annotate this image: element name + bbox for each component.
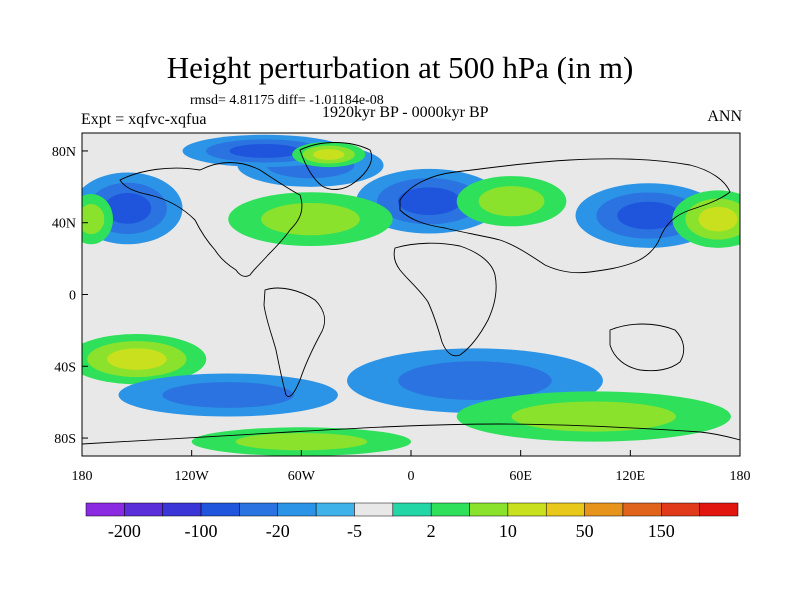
colorbar-swatch bbox=[545, 502, 585, 517]
anomaly-contour bbox=[478, 186, 545, 217]
colorbar-label: 2 bbox=[427, 521, 436, 541]
anomaly-contour bbox=[229, 144, 301, 158]
lat-tick-label: 80S bbox=[54, 432, 76, 447]
colorbar-swatch bbox=[584, 502, 624, 517]
anomaly-contour bbox=[313, 149, 345, 160]
coastline-north-america bbox=[119, 162, 303, 277]
colorbar-swatch bbox=[354, 502, 394, 517]
season-label: ANN bbox=[707, 108, 742, 125]
colorbar-swatch bbox=[699, 502, 739, 517]
plot-title: Height perturbation at 500 hPa (in m) bbox=[166, 50, 634, 85]
lon-tick-label: 60W bbox=[288, 469, 316, 484]
anomaly-contour bbox=[617, 201, 680, 230]
colorbar: -200 -100 -20 -5 2 10 50 150 bbox=[85, 502, 739, 541]
anomaly-contour bbox=[398, 361, 552, 401]
coastline-south-america bbox=[263, 287, 326, 397]
colorbar-label: -20 bbox=[266, 521, 290, 541]
lat-tick-label: 0 bbox=[69, 289, 76, 304]
anomaly-contour bbox=[104, 192, 152, 224]
lat-tick-label: 40S bbox=[54, 360, 76, 375]
anomaly-contour bbox=[698, 206, 738, 232]
lat-tick-label: 80N bbox=[52, 145, 76, 160]
stats-label: rmsd= 4.81175 diff= -1.01184e-08 bbox=[190, 93, 384, 108]
experiment-label: Expt = xqfvc-xqfua bbox=[81, 111, 207, 128]
colorbar-swatch bbox=[239, 502, 279, 517]
anomaly-contour bbox=[511, 401, 677, 432]
lon-tick-label: 120W bbox=[175, 469, 210, 484]
lon-tick-label: 180 bbox=[730, 469, 751, 484]
colorbar-label: 50 bbox=[576, 521, 594, 541]
anomaly-contour bbox=[261, 202, 360, 236]
lon-tick-label: 0 bbox=[408, 469, 415, 484]
colorbar-swatch bbox=[200, 502, 240, 517]
colorbar-label: 150 bbox=[648, 521, 675, 541]
coastline-antarctica bbox=[82, 423, 740, 445]
coastline-eurasia bbox=[399, 158, 731, 274]
lon-tick-label: 180 bbox=[72, 469, 93, 484]
colorbar-swatch bbox=[85, 502, 125, 517]
coastline-greenland bbox=[299, 142, 373, 190]
colorbar-label: -5 bbox=[347, 521, 362, 541]
colorbar-swatch bbox=[430, 502, 470, 517]
colorbar-label: -100 bbox=[185, 521, 218, 541]
colorbar-label: 10 bbox=[499, 521, 517, 541]
anomaly-field bbox=[82, 134, 740, 456]
colorbar-swatch bbox=[277, 502, 317, 517]
anomaly-contour bbox=[107, 348, 167, 370]
colorbar-swatch bbox=[469, 502, 509, 517]
anomaly-contour bbox=[235, 433, 368, 451]
colorbar-swatch bbox=[315, 502, 355, 517]
anomaly-contour bbox=[397, 187, 461, 216]
anomaly-contour bbox=[162, 382, 295, 408]
lon-tick-label: 120E bbox=[616, 469, 646, 484]
period-label: 1920kyr BP - 0000kyr BP bbox=[322, 104, 489, 121]
coastline-australia bbox=[609, 323, 685, 372]
colorbar-label: -200 bbox=[108, 521, 141, 541]
coastlines bbox=[82, 142, 740, 445]
colorbar-swatch bbox=[507, 502, 547, 517]
coastline-africa bbox=[393, 242, 497, 357]
colorbar-swatch bbox=[124, 502, 163, 517]
colorbar-swatch bbox=[162, 502, 202, 517]
map-axes: 80N 40N 0 40S 80S 180 120W 60W 0 60E 120E 180 bbox=[52, 145, 751, 484]
colorbar-swatch bbox=[622, 502, 662, 517]
colorbar-swatch bbox=[661, 502, 700, 517]
lat-tick-label: 40N bbox=[52, 217, 76, 232]
anomaly-contour bbox=[82, 204, 105, 235]
lon-tick-label: 60E bbox=[509, 469, 532, 484]
colorbar-swatch bbox=[392, 502, 432, 517]
